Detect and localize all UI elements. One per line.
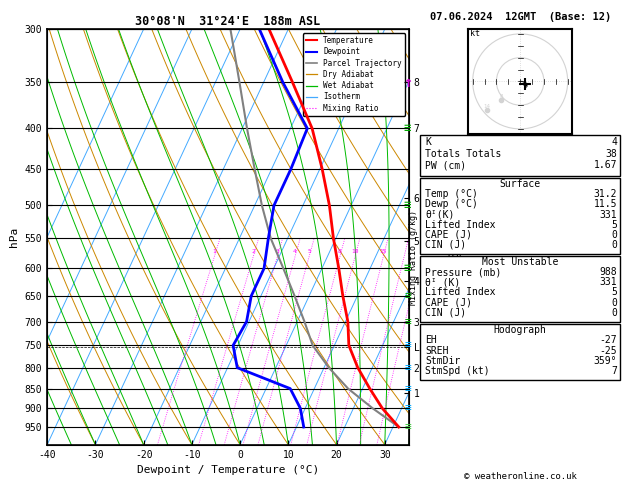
Text: θᴵ (K): θᴵ (K) (425, 278, 460, 287)
Text: 4: 4 (293, 249, 297, 254)
Text: Pressure (mb): Pressure (mb) (425, 267, 501, 278)
Text: kt: kt (470, 29, 481, 38)
Text: StmSpd (kt): StmSpd (kt) (425, 366, 490, 376)
Text: Temp (°C): Temp (°C) (425, 190, 478, 199)
Text: 331: 331 (599, 278, 617, 287)
Text: 0: 0 (611, 240, 617, 250)
Y-axis label: km
ASL: km ASL (447, 237, 465, 259)
Text: CIN (J): CIN (J) (425, 240, 466, 250)
Text: ≡: ≡ (404, 363, 411, 373)
Text: 10: 10 (351, 249, 359, 254)
Text: 11.5: 11.5 (594, 199, 617, 209)
Text: 8: 8 (338, 249, 342, 254)
Text: Dewp (°C): Dewp (°C) (425, 199, 478, 209)
Text: 7: 7 (611, 366, 617, 376)
Text: 38: 38 (605, 149, 617, 158)
Text: CIN (J): CIN (J) (425, 308, 466, 318)
Text: 07.06.2024  12GMT  (Base: 12): 07.06.2024 12GMT (Base: 12) (430, 12, 611, 22)
Text: ↑: ↑ (403, 75, 412, 90)
Text: 0: 0 (611, 229, 617, 240)
Text: Hodograph: Hodograph (494, 325, 547, 335)
Text: ≡: ≡ (404, 199, 411, 212)
Text: PW (cm): PW (cm) (425, 160, 466, 170)
Text: 31.2: 31.2 (594, 190, 617, 199)
Text: 15: 15 (379, 249, 387, 254)
Text: 5: 5 (611, 220, 617, 229)
Text: Most Unstable: Most Unstable (482, 257, 559, 267)
Text: ≡: ≡ (404, 383, 411, 394)
Text: 4: 4 (611, 137, 617, 147)
Y-axis label: hPa: hPa (9, 227, 19, 247)
Text: EH: EH (425, 335, 437, 346)
Text: ≡: ≡ (404, 122, 411, 135)
Text: Lifted Index: Lifted Index (425, 220, 496, 229)
Text: -25: -25 (599, 346, 617, 356)
Text: © weatheronline.co.uk: © weatheronline.co.uk (464, 472, 577, 481)
Text: θᴵ(K): θᴵ(K) (425, 209, 455, 220)
Text: ≡: ≡ (404, 316, 411, 327)
Text: CAPE (J): CAPE (J) (425, 297, 472, 308)
Title: 30°08'N  31°24'E  188m ASL: 30°08'N 31°24'E 188m ASL (135, 15, 321, 28)
Text: -27: -27 (599, 335, 617, 346)
Text: 3: 3 (276, 249, 279, 254)
Text: Totals Totals: Totals Totals (425, 149, 501, 158)
Text: 5: 5 (611, 287, 617, 297)
Text: 0: 0 (611, 297, 617, 308)
Text: 8: 8 (499, 94, 503, 99)
Text: ≡: ≡ (404, 422, 411, 432)
Text: ≡: ≡ (404, 291, 411, 301)
Text: 1.67: 1.67 (594, 160, 617, 170)
Text: ≡: ≡ (404, 262, 411, 275)
X-axis label: Dewpoint / Temperature (°C): Dewpoint / Temperature (°C) (137, 465, 319, 475)
Text: 1: 1 (213, 249, 216, 254)
Legend: Temperature, Dewpoint, Parcel Trajectory, Dry Adiabat, Wet Adiabat, Isotherm, Mi: Temperature, Dewpoint, Parcel Trajectory… (303, 33, 405, 116)
Text: SREH: SREH (425, 346, 448, 356)
Text: Surface: Surface (499, 179, 541, 190)
Text: 14: 14 (484, 104, 491, 108)
Text: K: K (425, 137, 431, 147)
Text: 2: 2 (252, 249, 255, 254)
Text: 5: 5 (307, 249, 311, 254)
Text: StmDir: StmDir (425, 356, 460, 366)
Text: ≡: ≡ (404, 340, 411, 350)
Text: Mixing Ratio (g/kg): Mixing Ratio (g/kg) (409, 210, 418, 305)
Text: 359°: 359° (594, 356, 617, 366)
Text: 0: 0 (611, 308, 617, 318)
Text: 988: 988 (599, 267, 617, 278)
Text: ≡: ≡ (404, 403, 411, 413)
Text: Lifted Index: Lifted Index (425, 287, 496, 297)
Text: 331: 331 (599, 209, 617, 220)
Text: CAPE (J): CAPE (J) (425, 229, 472, 240)
